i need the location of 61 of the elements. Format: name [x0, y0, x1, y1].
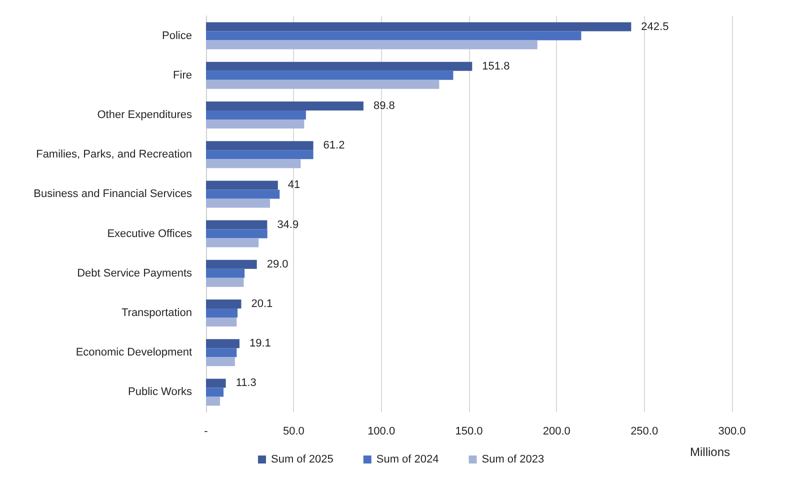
bar [206, 159, 301, 168]
bar [206, 300, 242, 308]
bar [206, 40, 538, 50]
y-tick-label: Economic Development [76, 346, 192, 359]
bar [206, 70, 454, 80]
bar [206, 190, 280, 199]
x-tick-label: 250.0 [630, 426, 658, 438]
x-tick-label: - [204, 426, 208, 438]
bar [206, 80, 440, 89]
bar [206, 141, 314, 150]
bar [206, 198, 270, 208]
y-tick-label: Debt Service Payments [77, 267, 192, 280]
data-label: 89.8 [373, 100, 395, 112]
y-tick-label: Public Works [128, 386, 192, 398]
bar [206, 308, 238, 318]
bar [206, 229, 268, 238]
x-tick-label: 50.0 [282, 426, 304, 438]
x-tick-label: 300.0 [718, 426, 746, 438]
bar [206, 110, 306, 120]
bar [206, 180, 278, 190]
bar [206, 62, 472, 71]
data-label: 151.8 [482, 60, 510, 72]
data-label: 20.1 [251, 298, 273, 310]
data-label: 41 [288, 179, 300, 192]
x-tick-label: 200.0 [542, 426, 570, 438]
bar [206, 396, 220, 406]
bar [206, 278, 244, 287]
bar [206, 388, 224, 397]
bar [206, 339, 240, 348]
x-tick-label: 100.0 [368, 426, 396, 438]
legend-label: Sum of 2024 [376, 454, 439, 466]
x-tick-label: 150.0 [455, 426, 483, 438]
bar [206, 238, 259, 248]
data-label: 242.5 [641, 20, 669, 33]
y-tick-label: Transportation [121, 307, 192, 319]
bar [206, 268, 245, 278]
bar [206, 220, 268, 230]
y-tick-label: Other Expenditures [97, 109, 192, 121]
y-tick-label: Executive Offices [107, 228, 192, 240]
y-tick-label: Families, Parks, and Recreation [36, 148, 192, 161]
data-label: 19.1 [249, 338, 271, 350]
y-tick-label: Fire [173, 69, 192, 82]
bar [206, 31, 582, 40]
legend-label: Sum of 2025 [271, 454, 334, 466]
bar [206, 22, 632, 32]
bar [206, 260, 257, 269]
y-tick-label: Police [162, 30, 192, 42]
x-axis-title: Millions [690, 445, 730, 459]
bar [206, 348, 237, 358]
bar [206, 378, 226, 388]
bar [206, 102, 364, 110]
data-label: 34.9 [277, 218, 299, 231]
bar [206, 357, 235, 366]
data-label: 61.2 [323, 140, 345, 152]
data-label: 11.3 [236, 377, 256, 390]
bar [206, 318, 237, 326]
legend-label: Sum of 2023 [482, 454, 544, 466]
bar [206, 150, 314, 160]
bar [206, 120, 304, 128]
y-tick-label: Business and Financial Services [34, 188, 192, 200]
data-label: 29.0 [266, 258, 288, 270]
